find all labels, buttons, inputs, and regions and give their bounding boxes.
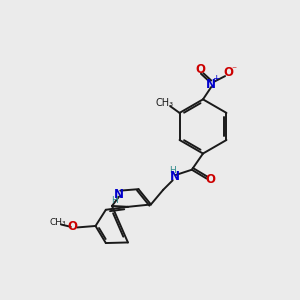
Text: CH₃: CH₃	[49, 218, 66, 226]
Text: N: N	[114, 188, 124, 201]
Text: O: O	[206, 172, 216, 186]
Text: O: O	[223, 66, 233, 80]
Text: N: N	[206, 77, 216, 91]
Text: N: N	[169, 170, 179, 183]
Text: H: H	[169, 167, 176, 176]
Text: +: +	[212, 74, 220, 83]
Text: ⁻: ⁻	[232, 65, 237, 76]
Text: H: H	[111, 196, 118, 205]
Text: O: O	[67, 220, 77, 233]
Text: CH₃: CH₃	[156, 98, 174, 108]
Text: O: O	[195, 63, 205, 76]
